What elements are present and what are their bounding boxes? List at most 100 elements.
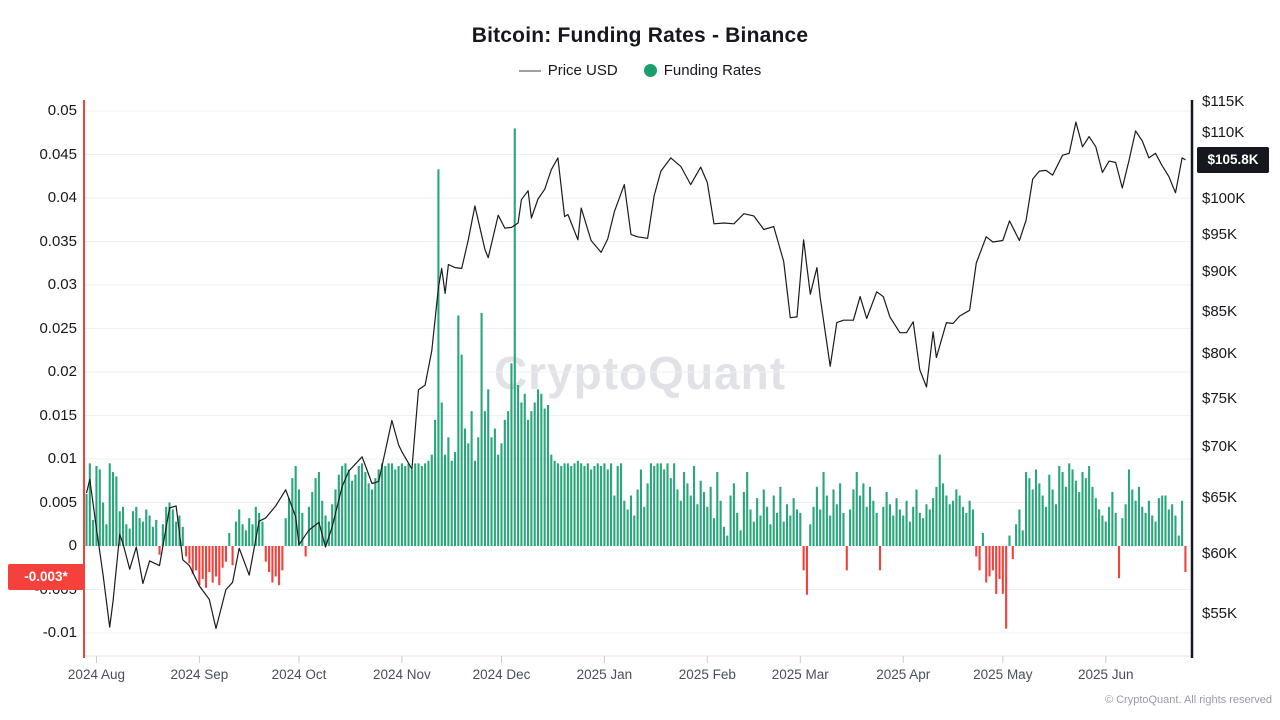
chart-title: Bitcoin: Funding Rates - Binance [471,24,809,47]
funding-bar-positive [925,504,928,546]
legend-item-price[interactable]: Price USD [518,62,618,79]
funding-bar-positive [331,504,334,546]
funding-bar-positive [1164,495,1167,546]
funding-bar-positive [1177,535,1180,546]
funding-bar-positive [855,472,858,546]
funding-bar-positive [500,443,503,546]
funding-bar-positive [450,460,453,546]
funding-bar-positive [394,469,397,546]
x-axis-month-label: 2025 Feb [678,667,736,682]
funding-bar-positive [251,524,254,546]
funding-bar-positive [586,463,589,546]
funding-bar-positive [493,428,496,546]
funding-bar-positive [341,465,344,546]
x-axis-month-label: 2024 Sep [170,667,229,682]
x-axis-month-label: 2024 Dec [472,667,531,682]
funding-bar-positive [1144,512,1147,546]
funding-bar-positive [1021,530,1024,546]
funding-bar-positive [307,506,310,546]
funding-bar-positive [85,493,88,546]
funding-bar-positive [832,489,835,546]
funding-bar-positive [427,460,430,546]
funding-bar-positive [321,500,324,546]
funding-bar-positive [414,463,417,546]
legend-funding-label: Funding Rates [663,62,762,79]
funding-bar-positive [536,389,540,546]
funding-bar-positive [616,465,619,546]
funding-bar-positive [241,524,244,546]
price-line-icon [518,69,541,72]
funding-bar-positive [676,489,679,546]
funding-bar-positive [98,469,101,546]
x-axis-month-label: 2024 Oct [271,667,327,682]
left-axis-tick-label: 0.04 [47,189,77,206]
funding-bar-positive [424,463,427,546]
funding-bar-positive [324,515,327,546]
funding-bar-positive [244,530,247,546]
funding-bar-positive [732,483,735,546]
funding-bar-positive [1167,509,1170,546]
funding-bar-positive [563,463,566,546]
funding-bar-positive [470,411,473,546]
legend-item-funding[interactable]: Funding Rates [643,62,762,79]
funding-bar-negative [1001,546,1004,594]
funding-bar-negative [304,546,307,557]
funding-bar-positive [483,411,486,546]
funding-bar-positive [619,463,623,546]
funding-bar-positive [610,463,613,546]
funding-bar-positive [1151,515,1154,546]
funding-bar-positive [161,524,164,546]
funding-bar-positive [467,443,470,546]
funding-bar-positive [590,469,593,546]
funding-bar-positive [835,504,838,546]
funding-bar-positive [1068,463,1071,546]
funding-bar-positive [1174,515,1177,546]
funding-bar-positive [361,463,364,546]
funding-bar-positive [812,506,815,546]
funding-bar-negative [208,546,211,573]
funding-bar-positive [576,460,579,546]
funding-bar-positive [726,535,729,546]
funding-bar-negative [221,546,224,568]
funding-bar-positive [865,506,868,546]
funding-bar-positive [736,512,739,546]
funding-bar-positive [1171,504,1174,546]
funding-bar-negative [988,546,991,577]
funding-bar-negative [998,546,1001,580]
funding-bar-positive [108,463,111,546]
funding-bar-positive [347,469,350,546]
funding-bar-positive [746,472,749,546]
funding-bar-positive [868,486,872,546]
funding-bar-positive [477,437,480,546]
funding-bar-positive [716,472,719,546]
funding-bar-positive [384,465,387,546]
funding-bar-negative [224,546,227,562]
funding-bar-positive [115,476,118,546]
funding-bar-positive [772,495,775,546]
funding-bar-positive [1161,495,1164,546]
funding-bar-positive [948,504,951,546]
funding-bar-positive [822,472,825,546]
funding-bar-negative [985,546,988,583]
funding-bar-positive [623,500,626,546]
funding-bar-positive [600,465,603,546]
funding-bar-positive [613,495,616,546]
funding-bar-negative [201,546,204,580]
funding-bar-positive [712,518,716,546]
funding-bar-positive [951,500,955,546]
funding-bar-positive [1154,521,1157,546]
funding-bar-positive [643,506,646,546]
funding-bar-positive [938,454,941,546]
funding-bar-positive [1078,492,1081,546]
funding-bar-positive [444,454,447,546]
funding-bar-positive [397,465,400,546]
funding-bar-positive [656,463,659,546]
funding-bar-positive [314,478,317,546]
funding-bar-negative [198,546,201,586]
right-axis-tick-label: $110K [1202,123,1245,141]
funding-bar-positive [795,509,799,546]
right-axis-tick-label: $90K [1202,263,1238,281]
funding-bar-positive [702,492,706,546]
funding-current-badge: -0.003* [8,564,84,591]
funding-bar-negative [271,546,274,583]
